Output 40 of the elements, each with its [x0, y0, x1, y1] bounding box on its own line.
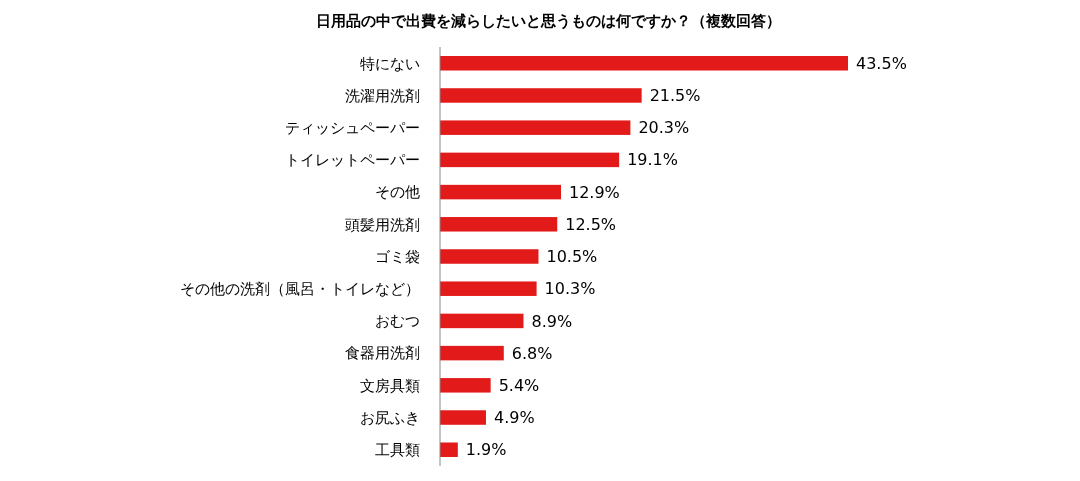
bar: [440, 249, 539, 264]
y-tick-label: その他の洗剤（風呂・トイレなど）: [180, 279, 420, 298]
y-tick-label: トイレットペーパー: [285, 151, 420, 170]
bar: [440, 152, 620, 168]
bar: [440, 345, 504, 361]
bar: [440, 184, 561, 200]
bar: [440, 120, 631, 135]
data-label: 12.5%: [565, 214, 617, 234]
data-label: 10.5%: [546, 247, 598, 267]
y-tick-label: 食器用洗剤: [345, 344, 420, 363]
bar: [440, 313, 524, 329]
bar: [440, 442, 458, 457]
y-tick-label: おむつ: [375, 312, 420, 331]
data-label: 12.9%: [568, 182, 620, 202]
y-tick-label: ゴミ袋: [375, 247, 420, 266]
data-label: 21.5%: [649, 86, 701, 106]
data-label: 19.1%: [627, 150, 678, 170]
y-tick-label: 工具類: [375, 440, 420, 459]
bar: [440, 281, 537, 296]
bar: [440, 56, 848, 71]
y-tick-label: お尻ふき: [360, 408, 420, 427]
data-label: 43.5%: [856, 53, 907, 73]
bar: [440, 410, 486, 425]
y-tick-label: 頭髪用洗剤: [345, 215, 420, 234]
chart-title: 日用品の中で出費を減らしたいと思うものは何ですか？（複数回答）: [315, 12, 781, 30]
data-label: 5.4%: [498, 375, 540, 395]
data-label: 10.3%: [544, 279, 596, 299]
data-label: 6.8%: [511, 343, 553, 363]
bar: [440, 378, 491, 393]
y-tick-label: その他: [375, 183, 420, 202]
y-tick-label: 特にない: [360, 54, 420, 73]
data-label: 8.9%: [531, 311, 573, 331]
data-label: 1.9%: [465, 440, 507, 460]
data-label: 4.9%: [493, 408, 535, 428]
y-tick-label: ティッシュペーパー: [285, 118, 420, 137]
bar: [440, 217, 558, 232]
y-tick-label: 洗濯用洗剤: [345, 86, 420, 105]
data-label: 20.3%: [638, 118, 690, 138]
y-tick-label: 文房具類: [360, 376, 420, 395]
bar: [440, 88, 642, 103]
